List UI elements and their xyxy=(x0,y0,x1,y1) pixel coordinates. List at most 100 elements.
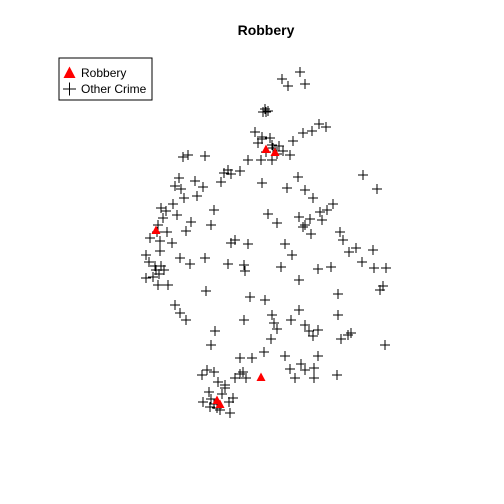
other-crime-point xyxy=(197,370,207,380)
other-crime-point xyxy=(293,172,303,182)
other-crime-point xyxy=(280,351,290,361)
other-crime-point xyxy=(351,243,361,253)
other-crime-point xyxy=(141,273,151,283)
other-crime-point xyxy=(300,365,310,375)
other-crime-point xyxy=(263,106,273,116)
other-crime-point xyxy=(175,308,185,318)
other-crime-point xyxy=(344,247,354,257)
other-crime-point xyxy=(209,367,219,377)
other-crime-point xyxy=(372,184,382,194)
other-crime-point xyxy=(290,373,300,383)
other-crime-point xyxy=(321,122,331,132)
other-crime-point xyxy=(368,245,378,255)
other-crime-point xyxy=(326,262,336,272)
other-crime-point xyxy=(230,235,240,245)
other-crime-point xyxy=(220,380,230,390)
other-crime-point xyxy=(240,266,250,276)
legend-other-crime-icon xyxy=(63,82,76,96)
other-crime-point xyxy=(183,150,193,160)
other-crime-point xyxy=(328,199,338,209)
other-crime-point xyxy=(294,305,304,315)
other-crime-point xyxy=(202,365,212,375)
other-crime-point xyxy=(158,213,168,223)
other-crime-point xyxy=(198,182,208,192)
other-crime-point xyxy=(285,364,295,374)
other-crime-point xyxy=(307,126,317,136)
other-crime-point xyxy=(243,155,253,165)
other-crime-point xyxy=(380,340,390,350)
other-crime-point xyxy=(287,250,297,260)
other-crime-point xyxy=(174,173,184,183)
other-crime-point xyxy=(283,81,293,91)
other-crime-point xyxy=(257,134,267,144)
other-crime-point xyxy=(272,324,282,334)
other-crime-point xyxy=(298,128,308,138)
other-crime-point xyxy=(357,257,367,267)
other-crime-point xyxy=(235,166,245,176)
other-crime-point xyxy=(170,300,180,310)
other-crime-point xyxy=(263,209,273,219)
other-crime-point xyxy=(141,250,151,260)
other-crime-point xyxy=(172,210,182,220)
other-crime-point xyxy=(336,334,346,344)
other-crime-point xyxy=(375,285,385,295)
other-crime-point xyxy=(156,203,166,213)
other-crime-point xyxy=(253,138,263,148)
other-crime-point xyxy=(261,107,271,117)
other-crime-point xyxy=(286,315,296,325)
other-crime-point xyxy=(154,269,164,279)
other-crime-point xyxy=(300,220,310,230)
other-crime-point xyxy=(219,168,229,178)
other-crime-point xyxy=(267,310,277,320)
other-crime-point xyxy=(144,257,154,267)
other-crime-point xyxy=(346,328,356,338)
other-crime-point xyxy=(313,351,323,361)
other-crime-point xyxy=(294,275,304,285)
other-crime-point xyxy=(315,207,325,217)
other-crime-point xyxy=(209,205,219,215)
other-crime-point xyxy=(238,367,248,377)
robbery-point xyxy=(256,372,266,381)
other-crime-point xyxy=(153,220,163,230)
other-crime-point xyxy=(163,280,173,290)
other-crime-point xyxy=(300,185,310,195)
other-crime-point xyxy=(267,140,277,150)
other-crime-point xyxy=(369,263,379,273)
other-crime-point xyxy=(178,152,188,162)
other-crime-point xyxy=(257,178,267,188)
other-crime-point xyxy=(285,150,295,160)
other-crime-point xyxy=(277,74,287,84)
other-crime-point xyxy=(335,227,345,237)
other-crime-point xyxy=(228,393,238,403)
other-crime-point xyxy=(168,199,178,209)
other-crime-point xyxy=(239,260,249,270)
other-crime-point xyxy=(235,353,245,363)
other-crime-point xyxy=(288,136,298,146)
other-crime-point xyxy=(155,236,165,246)
other-crime-point xyxy=(272,218,282,228)
other-crime-point xyxy=(239,315,249,325)
other-crime-point xyxy=(226,169,236,179)
other-crime-point xyxy=(170,181,180,191)
robbery-point xyxy=(151,225,161,234)
other-crime-point xyxy=(204,387,214,397)
other-crime-point xyxy=(304,326,314,336)
other-crime-point xyxy=(295,67,305,77)
other-crime-point xyxy=(167,238,177,248)
other-crime-point xyxy=(260,295,270,305)
other-crime-point xyxy=(216,177,226,187)
other-crime-point xyxy=(313,325,323,335)
other-crime-point xyxy=(259,347,269,357)
points-layer xyxy=(141,67,391,418)
legend-robbery-icon xyxy=(63,66,76,78)
other-crime-point xyxy=(256,155,266,165)
other-crime-point xyxy=(198,397,208,407)
other-crime-point xyxy=(274,141,284,151)
other-crime-point xyxy=(317,215,327,225)
other-crime-point xyxy=(230,373,240,383)
other-crime-point xyxy=(322,205,332,215)
other-crime-point xyxy=(269,318,279,328)
other-crime-point xyxy=(265,133,275,143)
other-crime-point xyxy=(266,334,276,344)
other-crime-point xyxy=(309,373,319,383)
